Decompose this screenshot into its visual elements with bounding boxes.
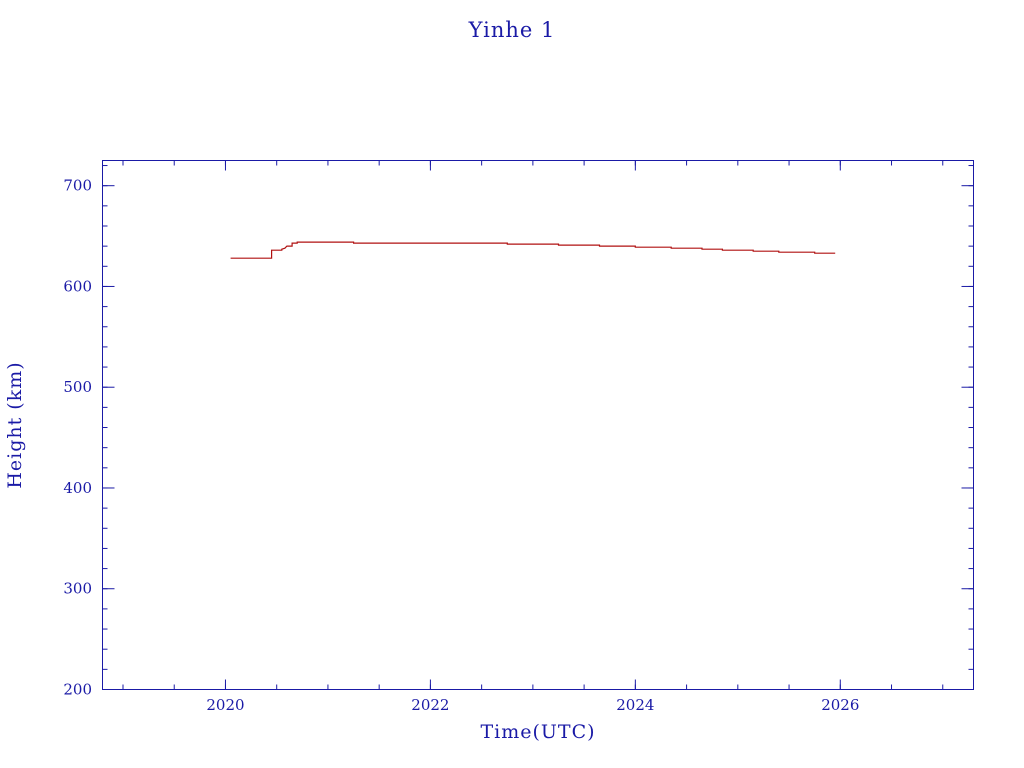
plot-frame xyxy=(102,160,974,690)
y-tick-label: 600 xyxy=(63,277,92,295)
y-axis-label: Height (km) xyxy=(4,361,26,488)
axis-ticks xyxy=(102,160,974,690)
series-layer xyxy=(230,241,836,259)
y-tick-label: 700 xyxy=(63,177,92,195)
y-tick-label: 300 xyxy=(63,580,92,598)
y-tick-label: 500 xyxy=(63,378,92,396)
series-line xyxy=(230,241,836,259)
y-tick-label: 400 xyxy=(63,479,92,497)
x-tick-label: 2024 xyxy=(616,696,654,714)
axis-tick-labels: 2020 2022 2024 2026 200 300 400 500 600 700 xyxy=(63,177,859,714)
x-tick-label: 2026 xyxy=(821,696,859,714)
x-axis-label: Time(UTC) xyxy=(480,721,595,743)
x-tick-label: 2022 xyxy=(411,696,449,714)
chart-title: Yinhe 1 xyxy=(468,18,556,42)
x-tick-label: 2020 xyxy=(206,696,244,714)
y-tick-label: 200 xyxy=(63,681,92,699)
